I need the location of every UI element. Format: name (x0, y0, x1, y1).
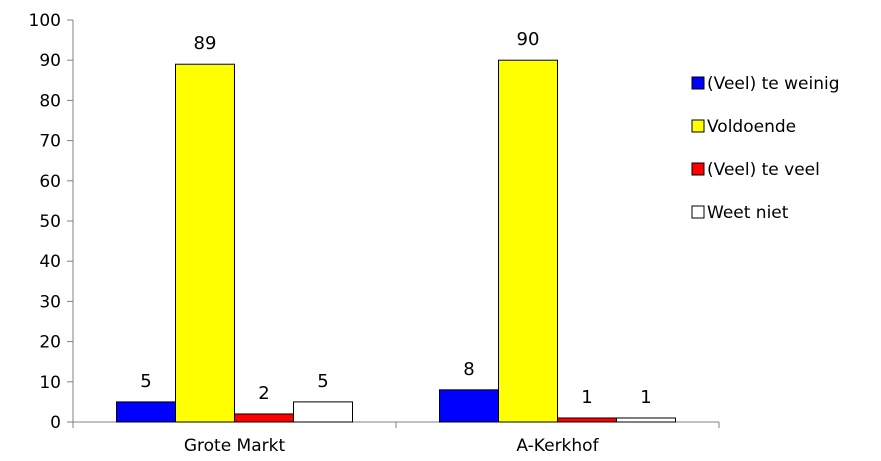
data-label: 2 (258, 383, 269, 404)
bar (293, 401, 353, 423)
data-label: 1 (640, 387, 651, 408)
data-label: 8 (463, 359, 474, 380)
y-tick-label: 100 (29, 11, 61, 31)
legend-label: (Veel) te veel (707, 160, 820, 180)
data-label: 5 (317, 371, 328, 392)
y-tick-label: 10 (39, 373, 61, 393)
legend-label: (Veel) te weinig (707, 74, 840, 94)
y-tick-label: 70 (39, 132, 61, 152)
y-tick-label: 80 (39, 91, 61, 111)
legend-swatch (691, 76, 705, 90)
y-tick-label: 20 (39, 333, 61, 353)
y-tick-label: 0 (50, 413, 61, 433)
y-tick-label: 90 (39, 51, 61, 71)
chart-bars (116, 59, 676, 423)
bar (557, 417, 617, 423)
y-tick-label: 30 (39, 292, 61, 312)
chart-legend: (Veel) te weinig Voldoende (Veel) te veel W… (691, 74, 840, 223)
bar (616, 417, 676, 423)
legend-swatch (691, 119, 705, 133)
y-tick-label: 50 (39, 212, 61, 232)
x-category-label: Grote Markt (184, 436, 286, 456)
chart-axes: 0 10 20 30 40 50 60 70 80 90 100 Grote Markt A-Kerkh… (29, 11, 720, 456)
bar (439, 389, 499, 423)
legend-swatch (691, 162, 705, 176)
bar (498, 59, 558, 423)
y-tick-label: 40 (39, 252, 61, 272)
data-label: 90 (517, 29, 540, 50)
legend-swatch (691, 205, 705, 219)
legend-label: Voldoende (707, 117, 796, 137)
data-label: 1 (581, 387, 592, 408)
x-category-label: A-Kerkhof (516, 436, 599, 456)
bar (234, 413, 294, 423)
bar (116, 401, 176, 423)
chart-data-labels: 5 89 2 5 8 90 1 1 (140, 29, 651, 408)
y-tick-label: 60 (39, 172, 61, 192)
data-label: 89 (194, 33, 217, 54)
data-label: 5 (140, 371, 151, 392)
legend-label: Weet niet (707, 203, 789, 223)
bar (175, 63, 235, 423)
